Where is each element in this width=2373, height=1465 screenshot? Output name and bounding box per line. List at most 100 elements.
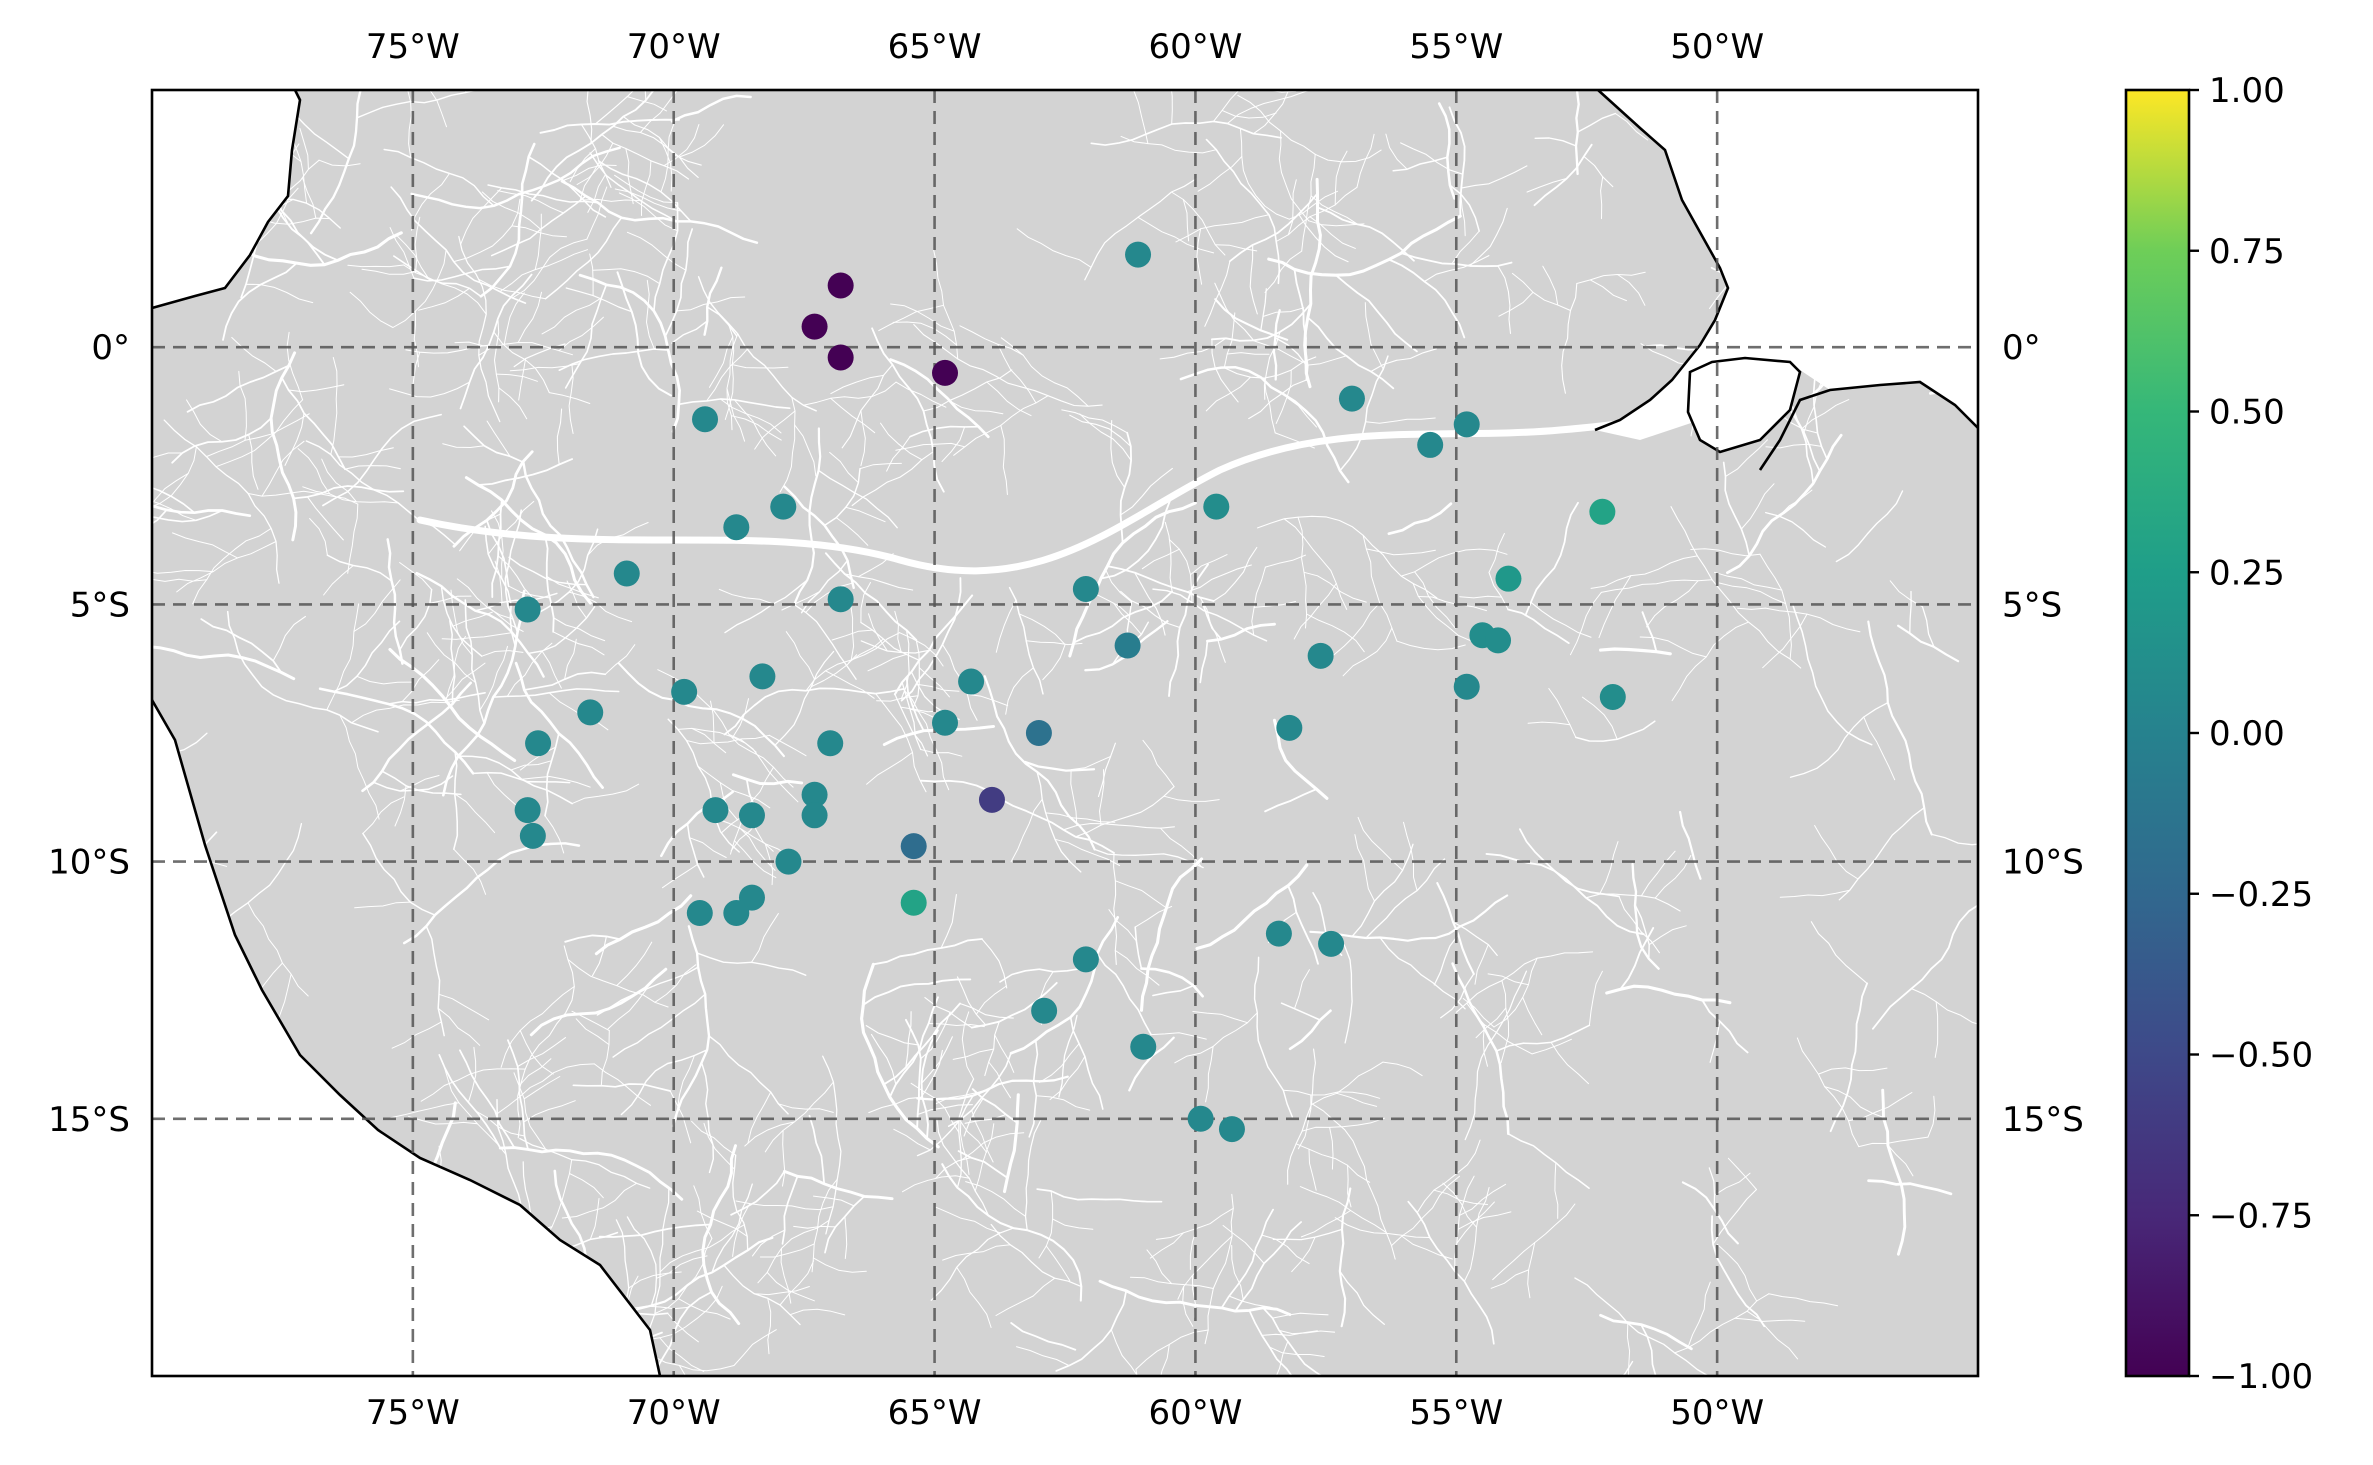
river-segment	[1811, 0, 1867, 43]
river-segment	[612, 1236, 774, 1325]
river-segment	[781, 591, 821, 611]
river-segment	[321, 458, 357, 503]
river-segment	[395, 1245, 450, 1267]
river-segment	[1294, 969, 1310, 1010]
river-segment	[1867, 1179, 1953, 1196]
river-segment	[1195, 863, 1309, 951]
river-segment	[399, 562, 433, 590]
river-segment	[1387, 258, 1466, 339]
river-segment	[178, 1158, 287, 1287]
river-segment	[1329, 1126, 1334, 1170]
river-segment	[1834, 349, 1905, 366]
colorbar-tick-label: −0.75	[2209, 1196, 2313, 1236]
river-segment	[1287, 179, 1297, 236]
station-point	[1130, 1033, 1157, 1060]
river-segment	[1759, 553, 1792, 660]
river-segment	[1589, 279, 1627, 302]
river-segment	[1585, 893, 1681, 912]
river-segment	[617, 662, 785, 758]
river-segment	[1347, 1164, 1352, 1208]
river-segment	[23, 1037, 88, 1062]
river-segment	[478, 278, 547, 300]
river-segment	[1097, 742, 1116, 798]
river-segment	[395, 233, 430, 280]
river-segment	[507, 1039, 529, 1151]
river-segment	[558, 316, 604, 352]
river-segment	[539, 118, 680, 134]
river-segment	[1035, 1095, 1091, 1111]
river-segment	[1379, 936, 1466, 1010]
river-segment	[663, 124, 700, 167]
river-segment	[1190, 554, 1228, 576]
river-segment	[351, 699, 460, 724]
river-segment	[703, 1122, 735, 1170]
river-segment	[997, 344, 1037, 404]
station-point	[1218, 1116, 1245, 1143]
river-segment	[794, 424, 817, 477]
river-segment	[1264, 554, 1306, 568]
grid-lines	[152, 90, 1978, 1376]
river-segment	[272, 90, 275, 98]
river-segment	[641, 160, 652, 216]
river-segment	[1338, 1187, 1352, 1328]
river-segment	[1098, 1279, 1292, 1317]
river-segment	[90, 495, 113, 589]
river-segment	[460, 187, 503, 245]
river-segment	[768, 734, 807, 757]
river-segment	[1436, 882, 1475, 975]
x-tick-label-bottom: 70°W	[627, 1393, 721, 1433]
river-segment	[361, 268, 418, 275]
river-segment	[920, 779, 1115, 854]
river-segment	[429, 595, 472, 604]
river-segment	[645, 1285, 723, 1341]
river-segment	[211, 1132, 235, 1186]
river-segment	[491, 510, 504, 580]
river-segment	[156, 1235, 202, 1271]
river-segment	[1286, 397, 1317, 428]
map-frame	[150, 88, 1980, 1378]
river-segment	[408, 1116, 478, 1125]
river-segment	[995, 599, 1017, 653]
river-segment	[753, 1286, 810, 1296]
river-segment	[74, 1056, 125, 1102]
river-segment	[487, 1161, 542, 1369]
river-segment	[1222, 1224, 1265, 1264]
river-segment	[356, 675, 413, 685]
river-segment	[892, 321, 958, 346]
river-segment	[528, 1265, 535, 1337]
river-segment	[2000, 978, 2026, 1026]
river-segment	[543, 533, 555, 633]
river-segment	[1792, 604, 1873, 746]
river-segment	[625, 148, 634, 205]
river-segment	[241, 962, 283, 1020]
river-segment	[1490, 1269, 1530, 1289]
river-segment	[625, 1275, 639, 1317]
river-segment	[626, 96, 667, 112]
river-segment	[561, 1182, 638, 1219]
river-segment	[1049, 1055, 1086, 1101]
river-segment	[1575, 720, 1656, 742]
river-segment	[1248, 1309, 1293, 1376]
river-segment	[523, 1100, 576, 1123]
river-segment	[1640, 343, 1745, 367]
river-segment	[1574, 90, 1580, 176]
river-segment	[733, 1329, 777, 1366]
river-segment	[1274, 432, 1315, 449]
y-tick-label-left: 10°S	[48, 843, 130, 883]
river-segment	[1599, 647, 1672, 656]
river-segment	[894, 693, 929, 757]
river-segment	[383, 148, 495, 207]
river-segment	[479, 25, 501, 90]
river-segment	[1334, 274, 1418, 353]
river-segment	[459, 273, 533, 410]
river-segment	[1596, 1433, 1641, 1465]
river-segment	[902, 1175, 970, 1193]
river-segment	[1205, 1046, 1214, 1103]
river-segment	[1740, 483, 1775, 530]
river-segment	[1263, 331, 1281, 400]
river-segment	[564, 283, 608, 389]
river-segment	[548, 392, 591, 404]
river-segment	[990, 1223, 1082, 1288]
river-segment	[1614, 113, 1649, 141]
river-segment	[1069, 414, 1132, 447]
